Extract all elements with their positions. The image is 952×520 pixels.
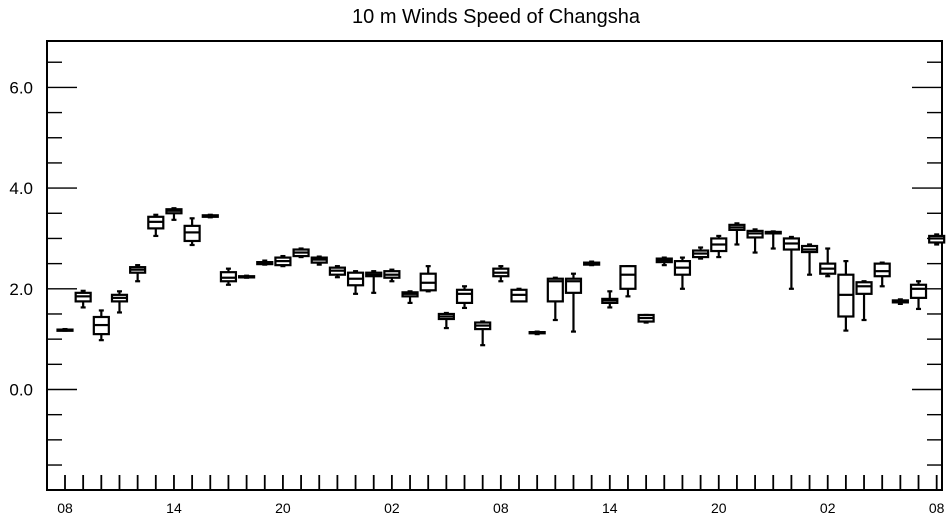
box-plot-item <box>437 311 455 330</box>
box-plot-item <box>891 298 909 306</box>
box-plot-item <box>110 290 129 314</box>
xtick-label: 08 <box>493 500 509 516</box>
ytick-label: 4.0 <box>9 179 33 198</box>
box-plot-item <box>474 320 492 347</box>
xtick-label: 14 <box>166 500 182 516</box>
plot-frame <box>46 40 943 491</box>
boxes-layer <box>56 207 946 347</box>
xtick-label: 02 <box>820 500 836 516</box>
box-plot-item <box>346 270 365 295</box>
xtick-label: 02 <box>384 500 400 516</box>
box-plot-item <box>310 255 328 266</box>
box-plot-item <box>873 261 891 288</box>
box-iqr <box>619 265 637 290</box>
box-plot-item <box>691 246 710 260</box>
box-plot-item <box>510 287 528 303</box>
box-plot-item <box>728 222 746 246</box>
box-plot-item <box>673 256 692 290</box>
box-plot-item <box>546 276 564 322</box>
box-iqr <box>455 288 474 304</box>
box-plot-item <box>383 268 401 283</box>
box-plot-item <box>74 289 92 309</box>
box-plot-item <box>292 247 310 259</box>
box-plot-item <box>92 309 110 342</box>
box-plot-item <box>601 290 619 309</box>
box-plot-item <box>710 234 728 259</box>
box-plot-item <box>637 313 655 324</box>
xtick-label: 20 <box>711 500 727 516</box>
box-plot-item <box>129 264 147 283</box>
box-plot-item <box>746 228 764 254</box>
box-plot-item <box>837 260 855 332</box>
box-plot-item <box>328 265 346 279</box>
ticks-layer <box>47 61 942 490</box>
box-plot-item <box>819 247 837 278</box>
box-plot-item <box>219 267 238 286</box>
box-iqr <box>909 283 928 299</box>
xtick-label: 14 <box>602 500 618 516</box>
box-plot-item <box>201 213 219 219</box>
box-plot-item <box>655 256 673 267</box>
box-plot-item <box>928 233 946 246</box>
box-plot-item <box>800 243 819 276</box>
box-plot-item <box>455 285 474 310</box>
box-plot-item <box>492 265 510 283</box>
box-plot-item <box>274 254 292 268</box>
box-plot-item <box>56 327 74 332</box>
box-plot-item <box>564 272 583 333</box>
labels-layer: 6.0 4.0 2.0 0.0 08 14 20 02 08 14 20 02 08 <box>9 78 944 516</box>
chart-title: 10 m Winds Speed of Changsha <box>352 6 641 28</box>
box-plot-item <box>583 260 601 267</box>
box-plot-item <box>764 230 782 250</box>
box-plot-item <box>165 207 183 221</box>
box-plot-item <box>528 330 546 336</box>
box-iqr <box>546 277 564 303</box>
box-iqr <box>873 262 891 278</box>
box-plot-item <box>419 265 437 293</box>
xtick-label: 08 <box>929 500 945 516</box>
box-plot-item <box>909 280 928 311</box>
ytick-label: 6.0 <box>9 78 33 97</box>
xtick-label: 08 <box>57 500 73 516</box>
box-plot-item <box>365 270 383 294</box>
box-plot-item <box>183 217 201 247</box>
box-plot-item <box>256 259 274 266</box>
box-plot-item <box>238 274 256 279</box>
box-iqr <box>855 281 873 295</box>
ytick-label: 0.0 <box>9 381 33 400</box>
box-plot-item <box>855 280 873 322</box>
box-plot-item <box>619 265 637 298</box>
ytick-label: 2.0 <box>9 280 33 299</box>
box-plot-item <box>147 213 165 238</box>
box-plot-item <box>782 235 801 290</box>
xtick-label: 20 <box>275 500 291 516</box>
box-plot-item <box>401 290 419 304</box>
